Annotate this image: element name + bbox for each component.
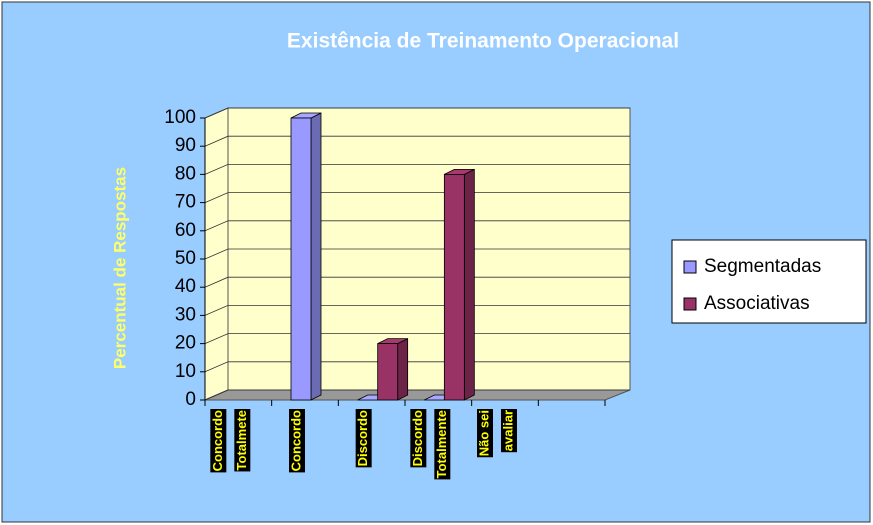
chart-title: Existência de Treinamento Operacional xyxy=(287,30,679,53)
y-tick-label: 10 xyxy=(175,361,196,382)
y-tick-label: 0 xyxy=(185,389,196,410)
bar xyxy=(290,112,322,401)
x-tick-label: Discordo xyxy=(410,410,425,466)
x-tick-label-background xyxy=(501,409,517,453)
grid-line xyxy=(204,304,630,316)
x-tick-label: Não sei xyxy=(476,410,491,456)
bar xyxy=(377,337,409,401)
x-tick-label-background xyxy=(234,409,251,472)
grid-line xyxy=(204,220,630,232)
y-tick-label: 60 xyxy=(175,220,196,241)
legend-swatch xyxy=(683,260,697,274)
grid-line xyxy=(204,107,630,119)
bar xyxy=(443,168,475,401)
bar-side xyxy=(463,168,475,401)
x-tick-label: Totalmente xyxy=(434,410,449,478)
x-tick-label-background xyxy=(289,409,305,473)
floor xyxy=(204,389,631,401)
x-tick-label: Concordo xyxy=(210,410,225,471)
y-tick-label: 50 xyxy=(175,248,196,269)
y-axis-label: Percentual de Respostas xyxy=(110,167,129,369)
y-tick-label: 30 xyxy=(175,304,196,325)
grid-line xyxy=(204,192,630,203)
x-tick-label: Concordo xyxy=(288,410,303,471)
legend-swatch xyxy=(683,297,697,311)
grid-line xyxy=(204,248,630,260)
bar-side xyxy=(310,112,322,401)
grid-line xyxy=(204,163,630,175)
x-tick-label-background xyxy=(410,409,427,468)
x-tick-label: avaliar xyxy=(500,410,515,451)
y-tick-label: 40 xyxy=(175,276,196,297)
y-tick-label: 100 xyxy=(164,107,196,128)
x-tick-label-background xyxy=(434,409,451,480)
bar-front xyxy=(377,343,399,401)
grid-line xyxy=(204,333,630,344)
grid-line xyxy=(204,389,630,401)
grid-line xyxy=(204,135,630,147)
x-tick-label-background xyxy=(210,409,227,473)
grid-line xyxy=(204,361,630,373)
y-tick-label: 80 xyxy=(175,163,196,184)
legend xyxy=(671,239,867,324)
y-tick-label: 70 xyxy=(175,192,196,213)
x-tick-label: Discordo xyxy=(355,410,370,466)
y-tick-label: 90 xyxy=(175,135,196,156)
y-tick-label: 20 xyxy=(175,333,196,354)
grid-line xyxy=(204,276,630,288)
bar-front xyxy=(290,117,312,401)
x-tick-label: Totalmete xyxy=(234,410,249,470)
x-tick-label-background xyxy=(477,409,493,458)
legend-label: Associativas xyxy=(704,293,810,314)
bar-side xyxy=(397,337,409,401)
bar-front xyxy=(443,173,465,401)
x-tick-label-background xyxy=(355,409,372,468)
legend-label: Segmentadas xyxy=(704,256,821,277)
